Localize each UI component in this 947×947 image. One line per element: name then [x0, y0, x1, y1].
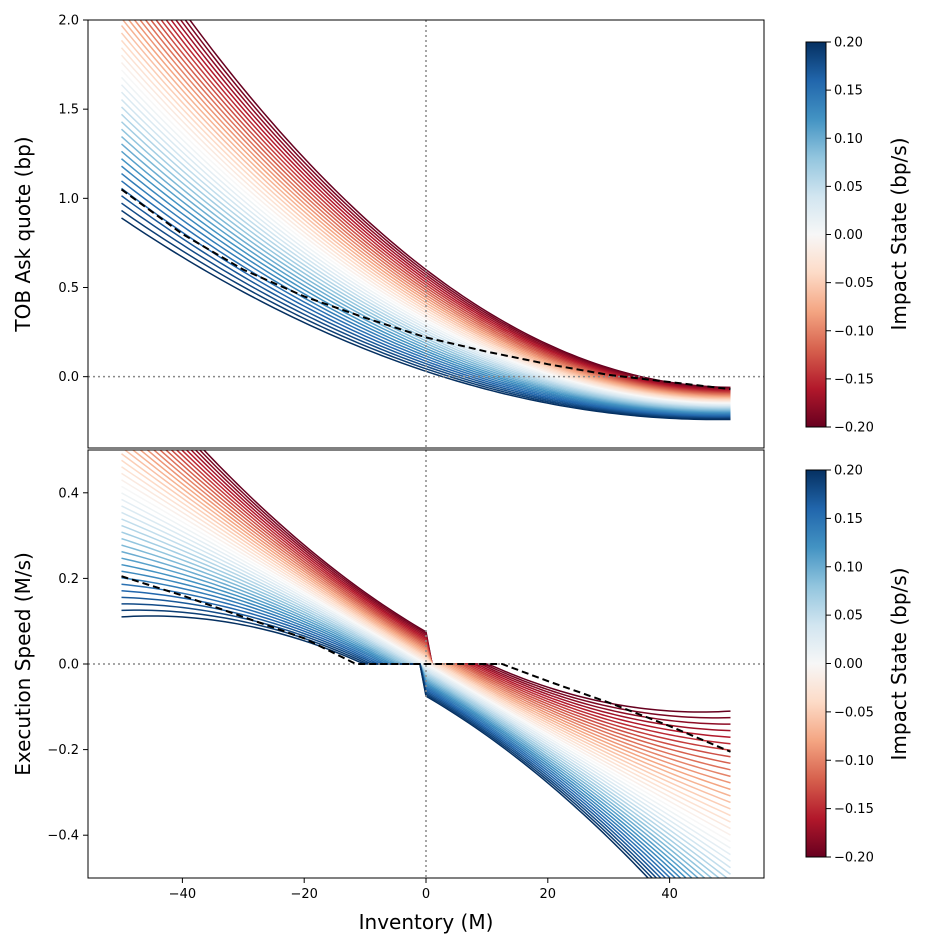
x-tick-label: −40 — [169, 887, 196, 902]
impact-state-curve — [121, 505, 731, 862]
colorbar-tick-label: −0.10 — [834, 754, 874, 769]
impact-state-curve — [121, 165, 731, 415]
y-tick-label: 2.0 — [58, 14, 79, 29]
impact-state-curve — [122, 20, 731, 399]
y-tick-label: 0.0 — [58, 370, 79, 385]
impact-state-curve — [184, 20, 731, 389]
impact-state-curve — [120, 76, 731, 405]
colorbar-tick-label: 0.10 — [834, 132, 863, 147]
bottom-panel: −0.4 −0.2 0.0 0.2 0.4 −40 −20 0 20 40 Execution … — [11, 449, 765, 934]
colorbar-tick-label: 0.15 — [834, 512, 863, 527]
top-y-axis-label: TOB Ask quote (bp) — [11, 136, 35, 332]
colorbar-tick-label: −0.15 — [834, 372, 874, 387]
impact-state-curve — [170, 450, 731, 758]
y-tick-label: 0.4 — [58, 486, 79, 501]
x-tick-label: −20 — [290, 887, 317, 902]
colorbar-tick-label: 0.00 — [834, 228, 863, 243]
bottom-reference-lines — [88, 450, 764, 878]
bottom-dashed-curve — [121, 575, 731, 753]
y-tick-label: −0.2 — [47, 743, 79, 758]
y-tick-label: 0.0 — [58, 658, 79, 673]
bottom-x-ticks: −40 −20 0 20 40 — [169, 878, 678, 902]
colorbar-tick-label: −0.05 — [834, 276, 874, 291]
colorbar-tick-label: −0.15 — [834, 802, 874, 817]
impact-state-curve — [180, 450, 731, 745]
impact-state-curve — [155, 20, 731, 394]
top-colorbar: −0.20 −0.15 −0.10 −0.05 0.00 0.05 0.10 0.15 0.20… — [805, 36, 911, 436]
impact-state-curve — [146, 450, 731, 784]
top-axes-frame — [87, 19, 765, 449]
dashed-reference-curve — [120, 188, 731, 391]
bottom-colorbar: −0.20 −0.15 −0.10 −0.05 0.00 0.05 0.10 0.15 0.20… — [805, 464, 911, 866]
impact-state-curve — [121, 466, 731, 823]
colorbar-tick-label: −0.20 — [834, 851, 874, 866]
impact-state-curve — [121, 180, 731, 417]
top-colorbar-gradient — [806, 42, 826, 427]
impact-state-curve — [121, 479, 731, 836]
impact-state-curve — [179, 20, 731, 390]
impact-state-curve — [121, 518, 731, 875]
x-tick-label: 40 — [661, 887, 678, 902]
bottom-colorbar-gradient — [806, 470, 826, 857]
bottom-colorbar-ticks: −0.20 −0.15 −0.10 −0.05 0.00 0.05 0.10 0.15 0.20 — [826, 464, 874, 866]
impact-state-curve — [120, 47, 731, 402]
impact-state-curve — [121, 544, 706, 878]
colorbar-tick-label: 0.15 — [834, 84, 863, 99]
colorbar-tick-label: 0.20 — [834, 36, 863, 51]
impact-state-curve — [120, 32, 731, 401]
impact-state-curve — [123, 450, 731, 804]
x-tick-label: 20 — [540, 887, 557, 902]
colorbar-tick-label: −0.10 — [834, 324, 874, 339]
bottom-colorbar-label: Impact State (bp/s) — [887, 568, 911, 761]
colorbar-tick-label: 0.05 — [834, 609, 863, 624]
impact-state-curve — [120, 135, 731, 412]
x-tick-label: 0 — [422, 887, 430, 902]
x-axis-label: Inventory (M) — [359, 910, 494, 934]
y-tick-label: 1.5 — [58, 103, 79, 118]
impact-state-curve — [185, 450, 731, 738]
top-panel: 0.0 0.5 1.0 1.5 2.0 TOB Ask quote (bp) — [11, 14, 765, 449]
impact-state-curve — [121, 209, 731, 420]
dashed-reference-curve — [121, 575, 731, 753]
impact-state-curve — [120, 106, 731, 409]
impact-state-curve — [121, 459, 731, 817]
impact-state-curve — [120, 62, 731, 404]
impact-state-curve — [152, 450, 731, 778]
top-y-ticks: 0.0 0.5 1.0 1.5 2.0 — [58, 14, 88, 385]
colorbar-tick-label: 0.10 — [834, 560, 863, 575]
colorbar-tick-label: −0.20 — [834, 421, 874, 436]
impact-state-curve — [121, 150, 731, 414]
colorbar-tick-label: 0.20 — [834, 464, 863, 479]
y-tick-label: 0.2 — [58, 572, 79, 587]
impact-state-curve — [165, 20, 731, 393]
bottom-y-ticks: −0.4 −0.2 0.0 0.2 0.4 — [47, 486, 88, 844]
impact-state-curve — [121, 498, 731, 856]
colorbar-tick-label: 0.05 — [834, 180, 863, 195]
impact-state-curve — [120, 91, 731, 407]
y-tick-label: −0.4 — [47, 829, 79, 844]
y-tick-label: 1.0 — [58, 192, 79, 207]
impact-state-curve — [188, 20, 731, 389]
top-reference-lines — [88, 20, 764, 448]
y-tick-label: 0.5 — [58, 281, 79, 296]
top-colorbar-label: Impact State (bp/s) — [887, 138, 911, 331]
impact-state-curve — [160, 20, 731, 393]
impact-state-curve — [131, 450, 731, 797]
impact-state-curve — [164, 450, 731, 765]
bottom-y-axis-label: Execution Speed (M/s) — [11, 552, 35, 776]
impact-state-curve — [121, 195, 731, 418]
top-colorbar-ticks: −0.20 −0.15 −0.10 −0.05 0.00 0.05 0.10 0.15 0.20 — [826, 36, 874, 436]
impact-state-curve — [121, 524, 729, 878]
colorbar-tick-label: −0.05 — [834, 705, 874, 720]
top-dashed-curve — [120, 188, 731, 391]
colorbar-tick-label: 0.00 — [834, 657, 863, 672]
impact-state-curve — [133, 20, 731, 397]
impact-state-curve — [170, 20, 731, 392]
impact-state-curve — [144, 20, 731, 396]
